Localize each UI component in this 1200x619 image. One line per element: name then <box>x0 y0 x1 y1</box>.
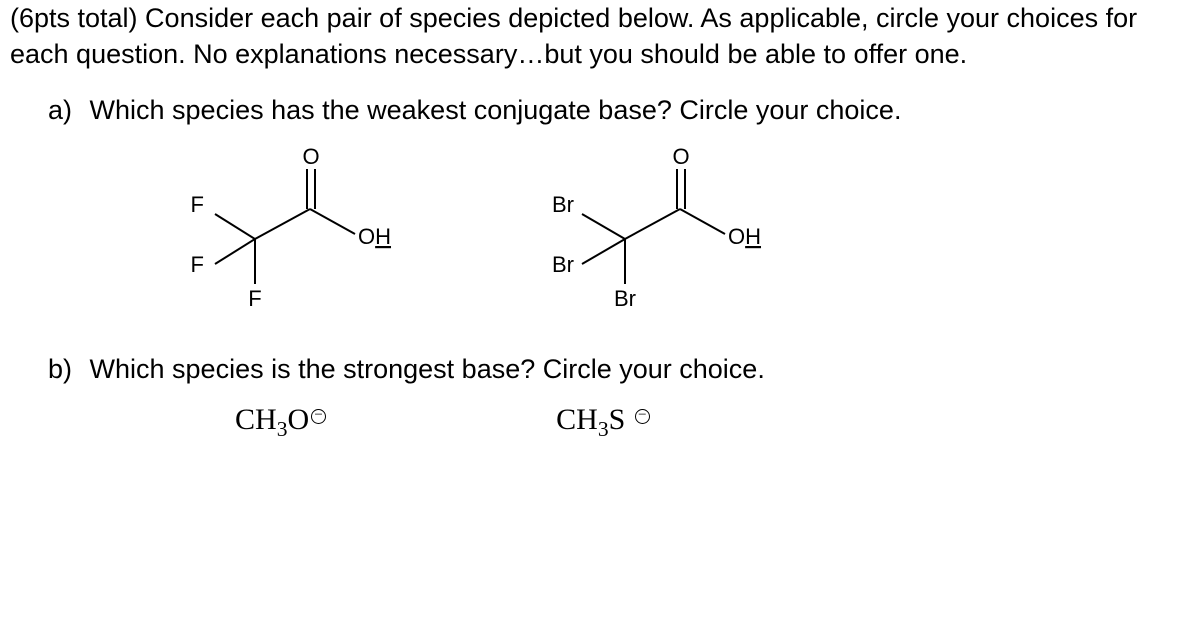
molecule-trifluoro: F F F O OH <box>160 144 400 314</box>
formula-methoxide: CH3O− <box>235 403 326 442</box>
formula-row: CH3O− CH3S − <box>235 403 1190 442</box>
molecule-figures: F F F O OH Br Br Br O OH <box>160 144 1190 314</box>
intro-text: (6pts total) Consider each pair of speci… <box>10 0 1190 73</box>
svg-text:Br: Br <box>614 286 636 311</box>
formula-thiomethoxide: CH3S − <box>556 403 650 442</box>
svg-text:F: F <box>191 192 204 217</box>
svg-text:OH: OH <box>728 224 761 249</box>
svg-text:F: F <box>248 286 261 311</box>
molecule-tribromo: Br Br Br O OH <box>520 144 780 314</box>
svg-text:Br: Br <box>552 252 574 277</box>
svg-text:OH: OH <box>358 224 391 249</box>
question-a-text: Which species has the weakest conjugate … <box>90 95 902 125</box>
svg-text:O: O <box>302 144 319 169</box>
question-a: a) Which species has the weakest conjuga… <box>48 95 1190 126</box>
minus-icon: − <box>311 409 326 424</box>
question-a-label: a) <box>48 95 82 126</box>
svg-text:O: O <box>672 144 689 169</box>
question-b-text: Which species is the strongest base? Cir… <box>90 354 765 384</box>
question-b: b) Which species is the strongest base? … <box>48 354 1190 385</box>
question-b-label: b) <box>48 354 82 385</box>
minus-icon: − <box>635 409 650 424</box>
svg-text:Br: Br <box>552 192 574 217</box>
svg-text:F: F <box>191 252 204 277</box>
